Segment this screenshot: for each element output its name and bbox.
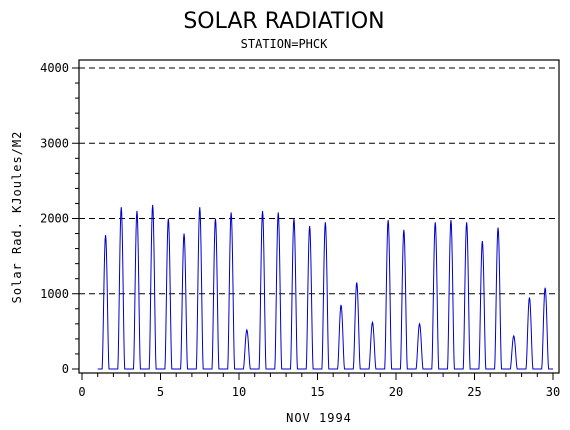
series-line-0 bbox=[97, 204, 553, 370]
x-tick-label: 0 bbox=[78, 385, 85, 399]
y-tick-label: 2000 bbox=[40, 212, 69, 226]
chart-title: SOLAR RADIATION bbox=[183, 9, 384, 34]
y-tick-label: 4000 bbox=[40, 61, 69, 75]
x-tick-label: 10 bbox=[232, 385, 246, 399]
y-axis-label: Solar Rad. KJoules/M2 bbox=[10, 131, 24, 304]
y-tick-label: 0 bbox=[62, 362, 69, 376]
x-tick-label: 15 bbox=[310, 385, 324, 399]
x-tick-label: 5 bbox=[157, 385, 164, 399]
x-axis: 0 5 10 15 20 25 30 bbox=[78, 373, 560, 399]
y-axis: 0 1000 2000 3000 4000 bbox=[40, 61, 79, 376]
series-layer bbox=[97, 204, 553, 370]
x-tick-label: 20 bbox=[389, 385, 403, 399]
gridlines bbox=[79, 67, 559, 295]
y-tick-label: 1000 bbox=[40, 287, 69, 301]
x-axis-label: NOV 1994 bbox=[286, 411, 352, 425]
plot-frame bbox=[78, 59, 560, 374]
x-tick-label: 30 bbox=[546, 385, 560, 399]
y-tick-label: 3000 bbox=[40, 136, 69, 150]
chart-subtitle: STATION=PHCK bbox=[241, 37, 328, 51]
x-tick-label: 25 bbox=[467, 385, 481, 399]
